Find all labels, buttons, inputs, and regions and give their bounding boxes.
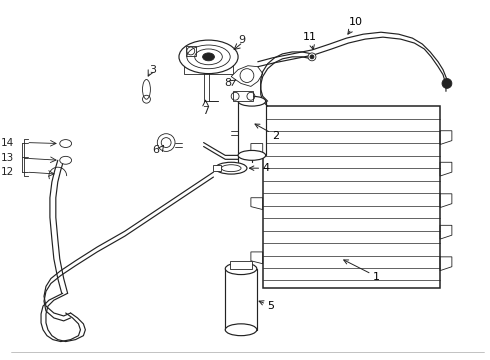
Ellipse shape — [202, 53, 215, 61]
Bar — [225, 269, 257, 330]
Circle shape — [157, 134, 175, 152]
Bar — [238, 101, 266, 156]
Text: 5: 5 — [259, 301, 274, 311]
Ellipse shape — [216, 162, 247, 174]
Ellipse shape — [225, 263, 257, 275]
Circle shape — [442, 78, 452, 88]
Ellipse shape — [60, 156, 72, 164]
Text: 8: 8 — [224, 78, 231, 89]
Ellipse shape — [238, 96, 266, 106]
Circle shape — [310, 55, 314, 59]
Ellipse shape — [225, 324, 257, 336]
Ellipse shape — [143, 80, 150, 99]
Text: 7: 7 — [202, 106, 209, 116]
Ellipse shape — [179, 40, 238, 73]
Text: 12: 12 — [1, 167, 14, 177]
Bar — [184, 52, 233, 73]
Bar — [230, 261, 252, 269]
Text: 1: 1 — [343, 260, 380, 282]
Text: 14: 14 — [1, 138, 14, 148]
Text: 2: 2 — [255, 124, 280, 141]
Bar — [263, 106, 440, 288]
Text: 6: 6 — [152, 145, 159, 156]
Circle shape — [240, 69, 254, 82]
Bar — [214, 165, 221, 171]
Circle shape — [308, 53, 316, 61]
Text: 3: 3 — [149, 65, 156, 75]
Bar — [186, 46, 196, 56]
Text: 11: 11 — [303, 32, 317, 50]
Text: 9: 9 — [238, 35, 245, 45]
Bar — [233, 91, 253, 101]
Polygon shape — [231, 66, 263, 86]
Text: 4: 4 — [249, 163, 270, 173]
Ellipse shape — [60, 140, 72, 148]
Ellipse shape — [238, 150, 266, 160]
Text: 13: 13 — [1, 153, 14, 163]
Text: 10: 10 — [348, 17, 363, 34]
